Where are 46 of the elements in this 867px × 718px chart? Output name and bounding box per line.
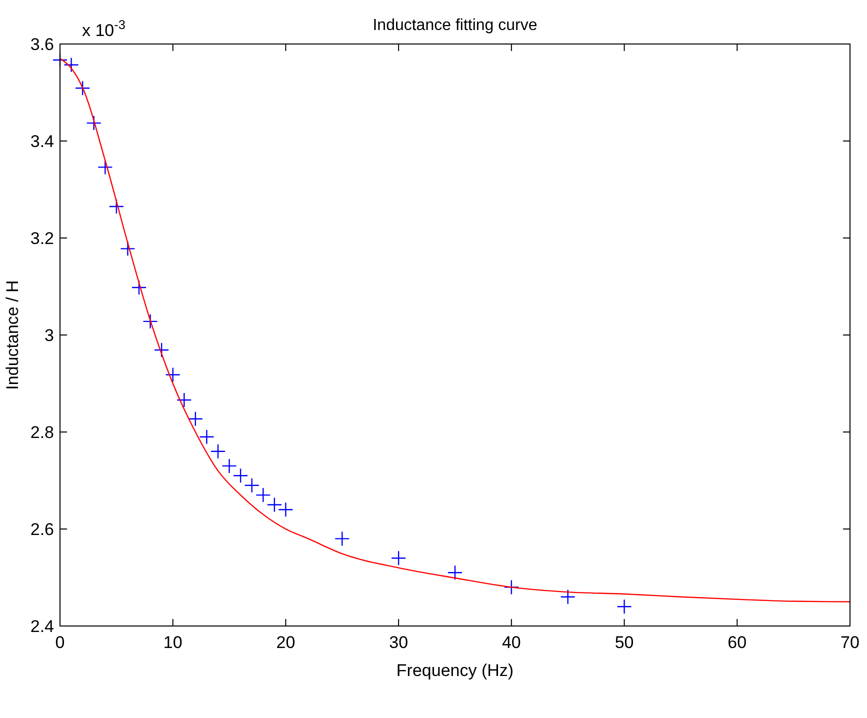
y-tick-label: 3.4 (30, 132, 54, 151)
y-axis-title: Inductance / H (3, 280, 22, 390)
x-tick-label: 60 (728, 633, 747, 652)
chart-title: Inductance fitting curve (372, 17, 538, 34)
point (278, 502, 294, 518)
point (74, 80, 90, 96)
point (447, 565, 463, 580)
x-axis-title: Frequency (Hz) (396, 661, 514, 680)
y-tick-label: 3.2 (30, 228, 54, 248)
point (188, 411, 204, 427)
point (165, 367, 180, 382)
point (616, 599, 632, 614)
point (86, 115, 102, 131)
point (142, 314, 158, 330)
point (232, 468, 248, 484)
point (334, 531, 350, 546)
y-tick-label: 3 (44, 326, 54, 345)
x-tick-label: 50 (614, 633, 634, 652)
point (504, 580, 520, 595)
point (120, 241, 136, 256)
point (256, 487, 271, 503)
y-tick-label: 2.8 (30, 422, 54, 442)
point (560, 589, 576, 604)
point (390, 550, 406, 566)
text: x 10$^{-3}$ (82, 16, 126, 40)
point (222, 458, 237, 474)
x-tick-label: 0 (55, 633, 65, 652)
point (131, 280, 147, 296)
x-tick-label: 30 (389, 633, 408, 652)
x-tick-label: 20 (276, 633, 296, 652)
point (108, 198, 124, 214)
line-series (59, 58, 851, 602)
point (244, 478, 260, 493)
point (210, 444, 226, 459)
y-tick-label: 3.6 (30, 34, 54, 54)
x-tick-label: 10 (163, 633, 182, 652)
y-tick-label: 2.4 (30, 616, 54, 636)
point (154, 342, 170, 358)
x-tick-label: 70 (840, 633, 860, 652)
point (98, 160, 113, 175)
point (176, 392, 192, 408)
y-tick-label: 2.6 (30, 520, 54, 539)
point (266, 497, 282, 512)
point (199, 429, 214, 444)
x-tick-label: 40 (502, 633, 521, 652)
point (64, 57, 79, 72)
